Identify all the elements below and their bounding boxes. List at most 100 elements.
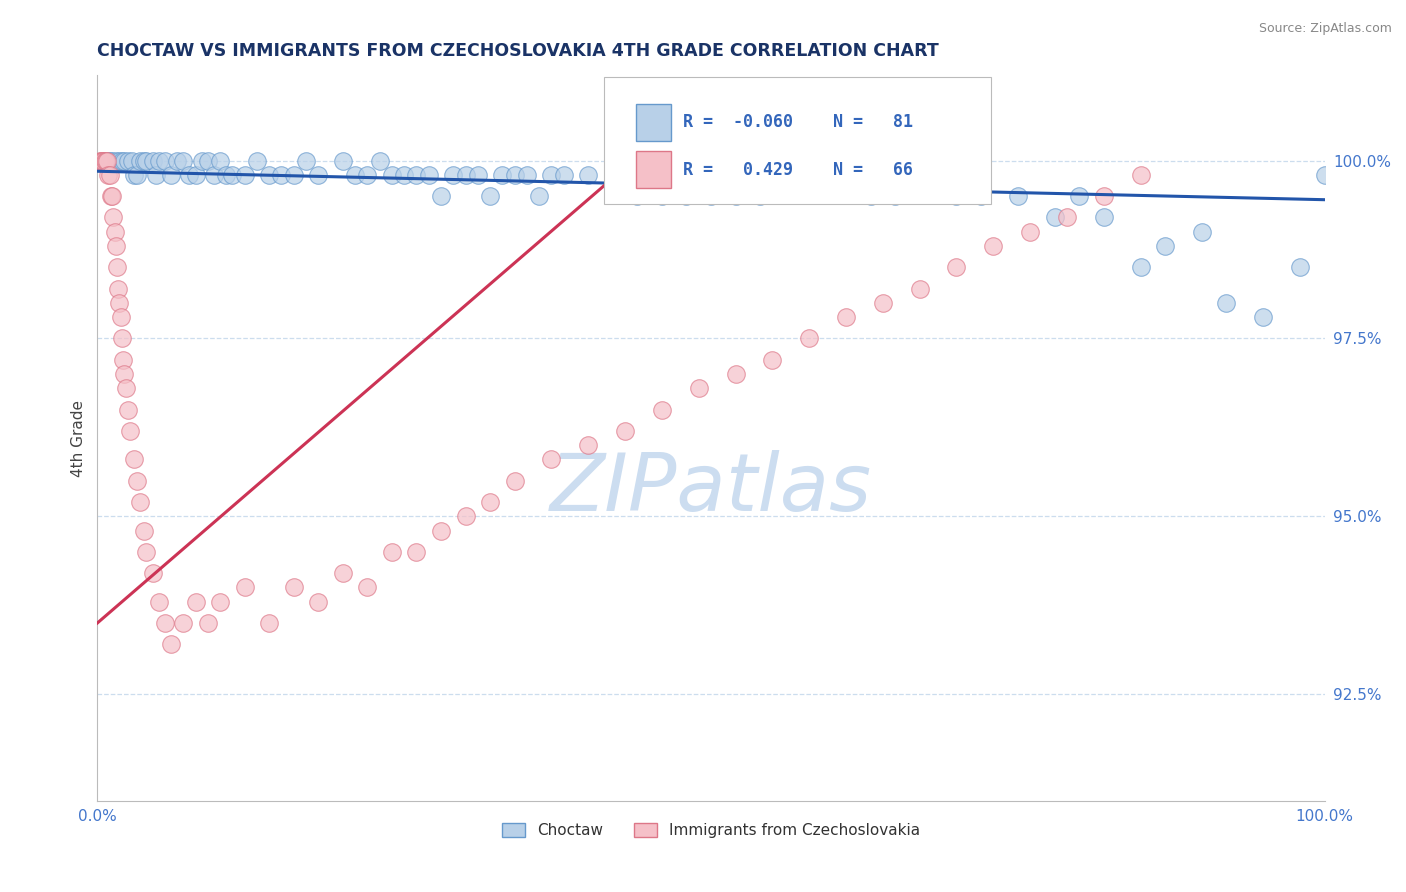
Point — [503, 168, 526, 182]
Point — [356, 581, 378, 595]
Point — [257, 615, 280, 630]
Point — [970, 189, 993, 203]
Point — [246, 153, 269, 168]
Point — [108, 296, 131, 310]
Point — [332, 153, 354, 168]
Point — [153, 153, 176, 168]
Point — [441, 168, 464, 182]
Point — [418, 168, 440, 182]
Point — [614, 424, 637, 438]
Point — [142, 566, 165, 581]
Point — [516, 168, 538, 182]
Point — [122, 168, 145, 182]
Point — [94, 153, 117, 168]
Point — [1215, 296, 1237, 310]
Point — [153, 615, 176, 630]
Point — [1092, 211, 1115, 225]
Point — [356, 168, 378, 182]
Legend: Choctaw, Immigrants from Czechoslovakia: Choctaw, Immigrants from Czechoslovakia — [496, 817, 927, 844]
Point — [454, 509, 477, 524]
Point — [209, 153, 232, 168]
FancyBboxPatch shape — [605, 78, 991, 204]
Point — [392, 168, 415, 182]
Point — [101, 153, 124, 168]
Point — [135, 153, 157, 168]
Point — [197, 153, 219, 168]
Point — [675, 189, 697, 203]
Point — [98, 153, 121, 168]
Point — [332, 566, 354, 581]
Point — [700, 189, 723, 203]
Point — [233, 581, 256, 595]
Point — [1019, 225, 1042, 239]
Point — [576, 438, 599, 452]
Point — [107, 282, 129, 296]
Point — [111, 153, 134, 168]
Point — [135, 545, 157, 559]
Point — [145, 168, 167, 182]
Point — [1129, 260, 1152, 275]
Point — [257, 168, 280, 182]
Bar — [636, 151, 671, 188]
Point — [122, 452, 145, 467]
Point — [773, 168, 796, 182]
Point — [90, 153, 112, 168]
Point — [148, 153, 170, 168]
Point — [108, 153, 131, 168]
Point — [184, 595, 207, 609]
Point — [1253, 310, 1275, 324]
Point — [1289, 260, 1312, 275]
Point — [114, 381, 136, 395]
Point — [1092, 189, 1115, 203]
Point — [129, 153, 152, 168]
Point — [1069, 189, 1091, 203]
Point — [1154, 239, 1177, 253]
Text: ZIPatlas: ZIPatlas — [550, 450, 872, 528]
Point — [104, 239, 127, 253]
Point — [111, 331, 134, 345]
Point — [101, 189, 124, 203]
Point — [602, 168, 624, 182]
Point — [197, 615, 219, 630]
Point — [1191, 225, 1213, 239]
Point — [651, 189, 673, 203]
Point — [884, 189, 907, 203]
Point — [540, 168, 562, 182]
Point — [172, 153, 194, 168]
Point — [96, 153, 118, 168]
Point — [125, 474, 148, 488]
Point — [1043, 211, 1066, 225]
Point — [221, 168, 243, 182]
Point — [93, 153, 115, 168]
Point — [307, 595, 329, 609]
Point — [1056, 211, 1078, 225]
Point — [125, 168, 148, 182]
Point — [749, 189, 772, 203]
Point — [283, 168, 305, 182]
Point — [112, 352, 135, 367]
Point — [89, 153, 111, 168]
Point — [626, 189, 648, 203]
Point — [172, 615, 194, 630]
Point — [945, 260, 967, 275]
Point — [103, 225, 125, 239]
Point — [467, 168, 489, 182]
Point — [270, 168, 292, 182]
Point — [148, 595, 170, 609]
Point — [835, 310, 858, 324]
Point — [105, 260, 128, 275]
Point — [91, 153, 114, 168]
Point — [121, 153, 143, 168]
Point — [540, 452, 562, 467]
Y-axis label: 4th Grade: 4th Grade — [72, 400, 86, 476]
Point — [117, 153, 139, 168]
Point — [110, 310, 132, 324]
Point — [381, 168, 404, 182]
Point — [104, 153, 127, 168]
Point — [233, 168, 256, 182]
Point — [129, 495, 152, 509]
Point — [405, 545, 427, 559]
Point — [120, 424, 142, 438]
Point — [724, 367, 747, 381]
Text: R =   0.429    N =   66: R = 0.429 N = 66 — [683, 161, 912, 178]
